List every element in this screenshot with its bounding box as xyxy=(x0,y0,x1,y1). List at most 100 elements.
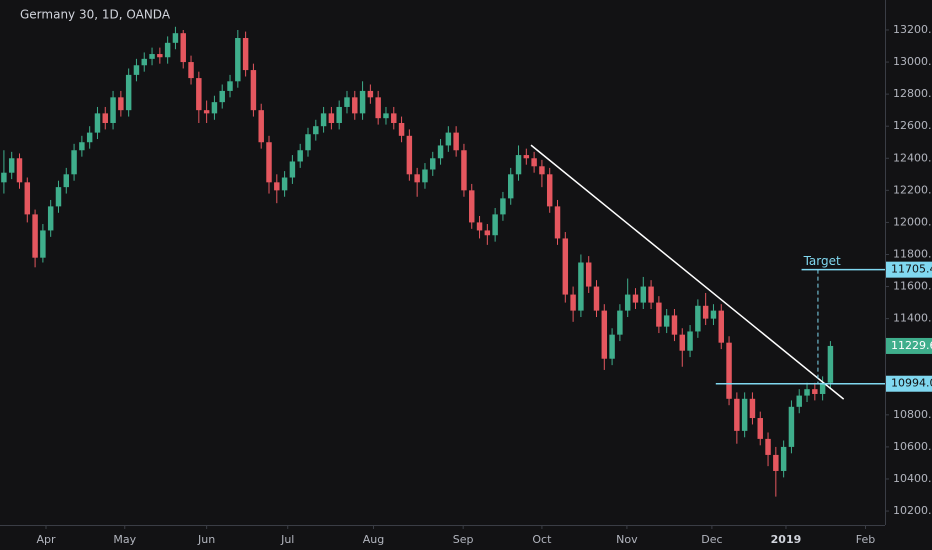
candle-body xyxy=(180,33,186,63)
candle-body xyxy=(671,315,678,335)
candle-body xyxy=(430,158,436,170)
candle-body xyxy=(305,134,311,151)
candle-body xyxy=(320,113,327,127)
candle-body xyxy=(47,206,54,231)
x-tick-label: Apr xyxy=(36,533,56,546)
candle-body xyxy=(367,90,374,98)
candle-body xyxy=(609,334,615,359)
x-tick-label: Nov xyxy=(616,533,638,546)
candle-body xyxy=(141,58,147,66)
candle-body xyxy=(211,102,218,114)
y-tick-label: 10200.0 xyxy=(893,504,932,517)
price-tag-label: 11705.4 xyxy=(891,263,932,276)
candle-body xyxy=(461,150,467,191)
y-tick-label: 12000.0 xyxy=(893,215,932,228)
candle-body xyxy=(422,169,428,183)
candle-body xyxy=(648,286,654,303)
candle-body xyxy=(258,110,264,143)
y-tick-label: 13000.0 xyxy=(893,55,932,68)
y-tick-label: 12400.0 xyxy=(893,151,932,164)
x-tick-label: Feb xyxy=(856,533,875,546)
candle-body xyxy=(250,70,257,111)
candle-body xyxy=(172,33,179,43)
candle-body xyxy=(164,42,171,58)
candle-body xyxy=(289,161,296,178)
candle-body xyxy=(734,398,740,431)
candle-body xyxy=(196,78,202,111)
candle-body xyxy=(406,135,413,175)
candle-body xyxy=(819,382,826,394)
candle-body xyxy=(741,398,748,431)
candle-body xyxy=(656,302,662,327)
candle-body xyxy=(773,454,779,471)
candle-body xyxy=(539,166,545,175)
candle-body xyxy=(500,198,506,215)
candle-body xyxy=(710,310,717,319)
candle-body xyxy=(469,190,475,223)
y-tick-label: 10600.0 xyxy=(893,440,932,453)
candle-body xyxy=(281,177,288,191)
candle-body xyxy=(765,438,771,455)
candle-body xyxy=(453,132,459,151)
candle-body xyxy=(632,294,639,303)
candle-body xyxy=(32,214,38,258)
candle-body xyxy=(749,398,756,419)
y-tick-label: 11800.0 xyxy=(893,247,932,260)
price-tag xyxy=(886,375,932,392)
candle-body xyxy=(578,262,584,311)
candle-body xyxy=(79,142,85,151)
candle-body xyxy=(492,214,498,236)
trendline xyxy=(530,144,845,400)
candle-body xyxy=(133,65,140,75)
candle-body xyxy=(71,150,77,175)
candle-body xyxy=(640,286,647,303)
candle-body xyxy=(601,310,608,359)
candle-body xyxy=(414,174,420,183)
candle-body xyxy=(827,345,834,383)
y-tick-label: 12600.0 xyxy=(893,119,932,132)
candle-body xyxy=(188,62,194,79)
candle-body xyxy=(726,342,732,399)
candle-body xyxy=(507,174,514,199)
candle-body xyxy=(102,113,108,123)
candle-body xyxy=(383,113,389,119)
candle-body xyxy=(562,238,569,295)
candle-body xyxy=(523,155,530,159)
candle-body xyxy=(679,334,685,351)
candle-body xyxy=(531,158,537,167)
candle-body xyxy=(780,446,787,471)
y-tick-label: 11400.0 xyxy=(893,312,932,325)
x-tick-label: Aug xyxy=(363,533,384,546)
x-tick-label: Sep xyxy=(453,533,474,546)
y-tick-label: 13200.0 xyxy=(893,23,932,36)
candle-body xyxy=(110,97,116,123)
candle-body xyxy=(235,38,241,82)
last-price-tag xyxy=(886,337,932,354)
candle-body xyxy=(336,106,342,123)
candle-body xyxy=(157,54,163,58)
candle-body xyxy=(593,286,600,311)
candle-body xyxy=(16,158,23,183)
price-tag-label: 10994.0 xyxy=(891,377,932,390)
candle-body xyxy=(344,97,350,107)
candle-body xyxy=(8,158,15,173)
candle-body xyxy=(515,155,522,175)
candle-body xyxy=(695,305,701,332)
candle-body xyxy=(55,187,62,207)
candle-body xyxy=(40,230,46,258)
x-tick-label: Oct xyxy=(532,533,552,546)
candle-body xyxy=(546,174,553,207)
candle-body xyxy=(94,113,101,133)
candle-body xyxy=(203,110,210,114)
candle-body xyxy=(476,222,483,231)
candle-body xyxy=(149,54,155,59)
candle-body xyxy=(391,113,397,123)
y-tick-label: 10400.0 xyxy=(893,472,932,485)
chart-title: Germany 30, 1D, OANDA xyxy=(20,8,171,22)
x-tick-label: Jul xyxy=(280,533,294,546)
x-tick-label: 2019 xyxy=(771,533,802,546)
level-text: Target xyxy=(803,254,841,268)
candle-body xyxy=(663,315,670,327)
candle-body xyxy=(398,122,405,136)
